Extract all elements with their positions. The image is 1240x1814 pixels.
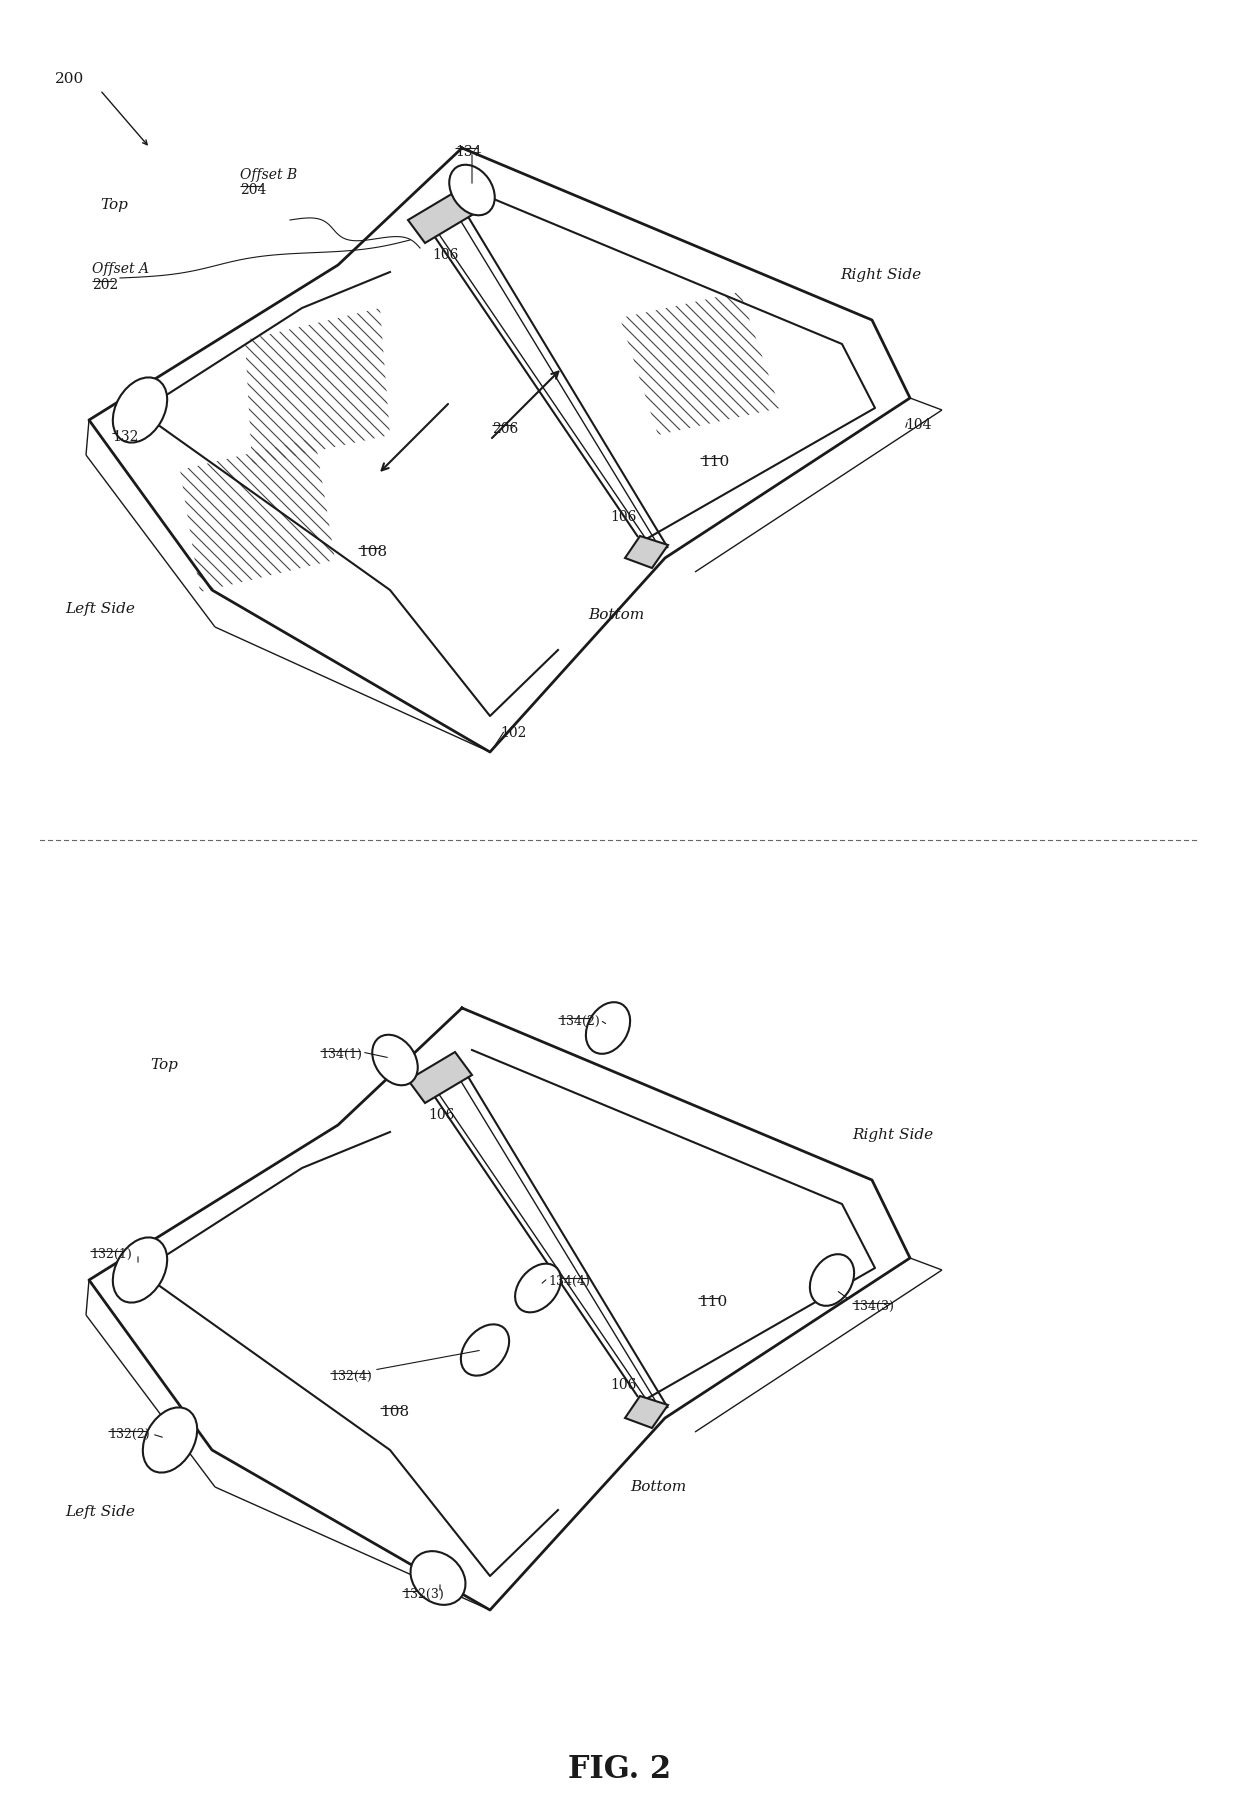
Text: 132(4): 132(4) — [330, 1370, 372, 1382]
Ellipse shape — [113, 1237, 167, 1302]
Text: 132(1): 132(1) — [91, 1248, 131, 1261]
Ellipse shape — [449, 165, 495, 216]
Ellipse shape — [810, 1253, 854, 1306]
Text: 132: 132 — [112, 430, 139, 444]
Text: Left Side: Left Side — [64, 602, 135, 617]
Polygon shape — [408, 1052, 472, 1103]
Text: Top: Top — [100, 198, 128, 212]
Ellipse shape — [515, 1264, 560, 1312]
Text: 132(3): 132(3) — [402, 1587, 444, 1602]
Text: Right Side: Right Side — [852, 1128, 934, 1143]
Text: 200: 200 — [55, 73, 84, 85]
Text: 134(1): 134(1) — [320, 1048, 362, 1061]
Ellipse shape — [410, 1551, 465, 1605]
Text: 134(2): 134(2) — [558, 1016, 600, 1029]
Text: Right Side: Right Side — [839, 268, 921, 281]
Text: 134(3): 134(3) — [852, 1301, 894, 1313]
Text: 102: 102 — [500, 726, 526, 740]
Text: 104: 104 — [905, 417, 931, 432]
Text: FIG. 2: FIG. 2 — [568, 1754, 672, 1785]
Text: Bottom: Bottom — [588, 608, 645, 622]
Text: 134: 134 — [455, 145, 481, 160]
Polygon shape — [408, 192, 472, 243]
Text: 202: 202 — [92, 278, 118, 292]
Text: Bottom: Bottom — [630, 1480, 686, 1495]
Text: Offset A: Offset A — [92, 261, 149, 276]
Ellipse shape — [461, 1324, 510, 1375]
Text: 108: 108 — [358, 544, 387, 559]
Ellipse shape — [585, 1001, 630, 1054]
Polygon shape — [625, 1397, 668, 1428]
Polygon shape — [625, 535, 668, 568]
Text: 106: 106 — [610, 510, 636, 524]
Ellipse shape — [113, 377, 167, 443]
Ellipse shape — [143, 1408, 197, 1473]
Text: 106: 106 — [432, 249, 459, 261]
Text: 132(2): 132(2) — [108, 1428, 150, 1440]
Text: 206: 206 — [492, 423, 518, 435]
Text: 204: 204 — [241, 183, 267, 198]
Text: 134(4): 134(4) — [548, 1275, 590, 1288]
Text: 110: 110 — [698, 1295, 727, 1310]
Text: Top: Top — [150, 1058, 177, 1072]
Text: 108: 108 — [379, 1406, 409, 1419]
Text: Offset B: Offset B — [241, 169, 298, 181]
Ellipse shape — [372, 1034, 418, 1085]
Text: 110: 110 — [701, 455, 729, 470]
Text: 106: 106 — [428, 1108, 454, 1123]
Text: 106: 106 — [610, 1379, 636, 1391]
Text: Left Side: Left Side — [64, 1506, 135, 1518]
